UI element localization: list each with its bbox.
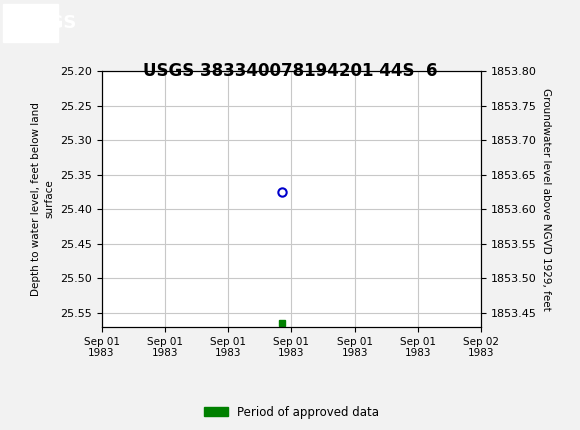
- Text: ▣USGS: ▣USGS: [4, 14, 77, 31]
- Legend: Period of approved data: Period of approved data: [199, 401, 384, 423]
- Text: USGS 383340078194201 44S  6: USGS 383340078194201 44S 6: [143, 62, 437, 80]
- Y-axis label: Depth to water level, feet below land
surface: Depth to water level, feet below land su…: [31, 102, 55, 296]
- Y-axis label: Groundwater level above NGVD 1929, feet: Groundwater level above NGVD 1929, feet: [541, 87, 551, 310]
- FancyBboxPatch shape: [3, 3, 58, 42]
